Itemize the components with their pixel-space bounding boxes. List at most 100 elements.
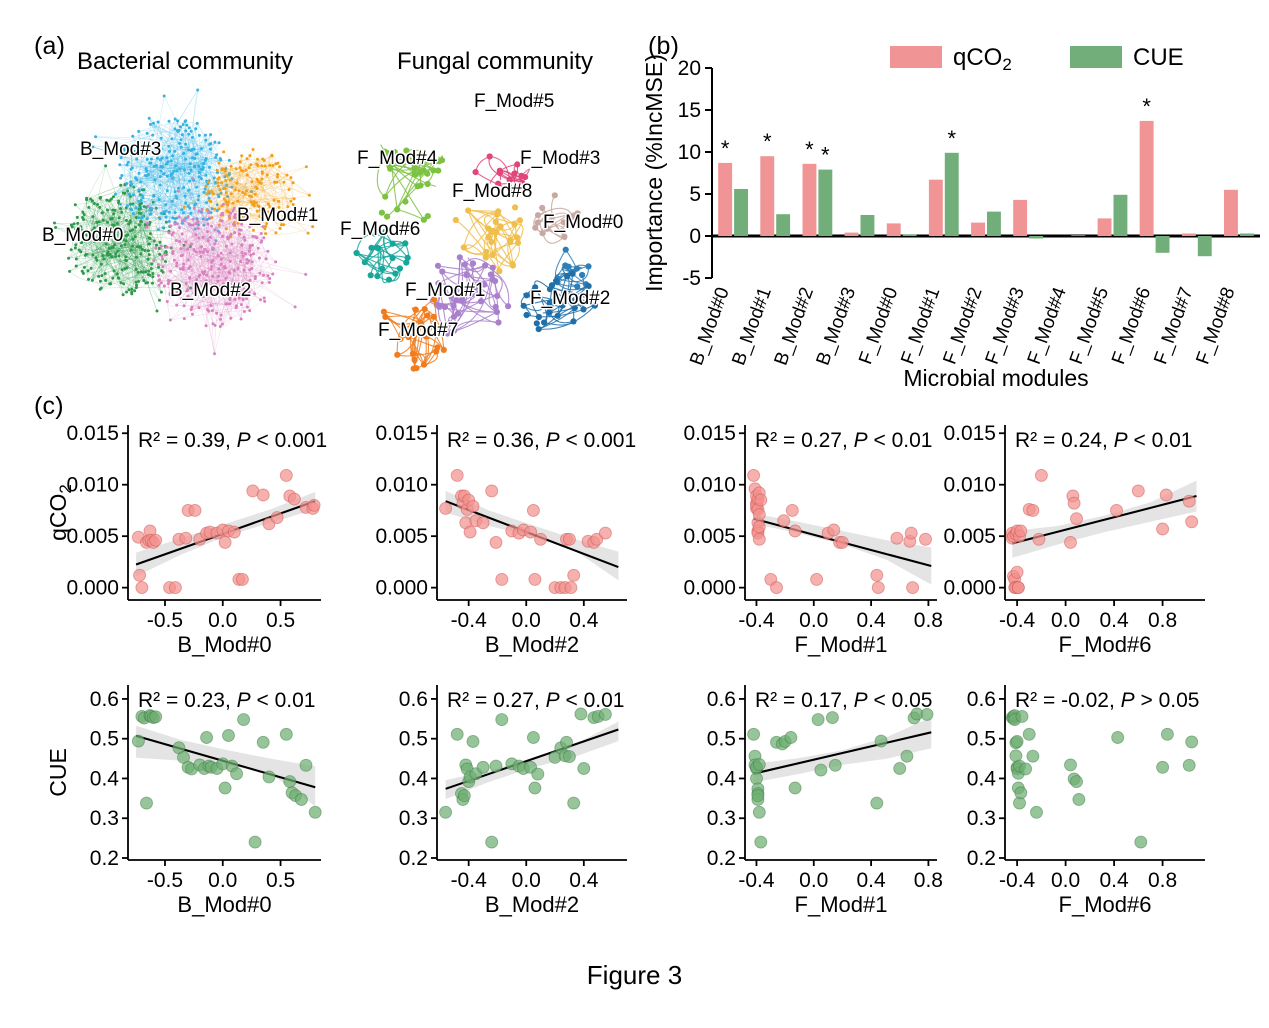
- scatter-qco2-fmod6: 0.000 0.005 0.010 0.015 -0.4 0.0 0.4 0.8 R² = 0.…: [943, 422, 1205, 657]
- scatter-y-tick: 0.005: [66, 525, 119, 548]
- data-point: [307, 498, 321, 512]
- data-point: [1032, 532, 1046, 546]
- data-point: [135, 581, 149, 595]
- data-point: [752, 520, 766, 534]
- data-point: [524, 525, 538, 539]
- data-point: [1131, 484, 1145, 498]
- scatter-x-tick: -0.5: [147, 609, 183, 632]
- data-point: [1160, 727, 1174, 741]
- svg-text:B_Mod#1: B_Mod#1: [728, 285, 776, 369]
- bar-x-tick: B_Mod#1: [728, 285, 776, 369]
- data-point: [752, 532, 766, 546]
- network-label-F_Mod#6: F_Mod#6: [340, 219, 421, 240]
- scatter-y-tick: 0.3: [399, 807, 428, 830]
- data-point: [906, 581, 920, 595]
- legend-swatch-qco2: [890, 46, 942, 68]
- scatter-x-tick: 0.8: [1148, 609, 1177, 632]
- scatter-x-tick: -0.4: [999, 609, 1036, 632]
- bar-qco2-B_Mod#1: [760, 156, 775, 236]
- data-point: [308, 805, 322, 819]
- data-point: [567, 568, 581, 582]
- data-point: [531, 767, 545, 781]
- scatter-y-tick: 0.005: [943, 525, 996, 548]
- data-point: [1026, 503, 1040, 517]
- data-point: [149, 710, 163, 724]
- scatter-qco2-bmod2: 0.000 0.005 0.010 0.015 -0.4 0.0 0.4 R² = 0.36,…: [375, 422, 636, 657]
- scatter-x-tick: 0.0: [208, 869, 237, 892]
- bar-cue-B_Mod#1: [776, 214, 791, 236]
- scatter-cue-bmod2: 0.2 0.3 0.4 0.5 0.6 -0.4 0.0 0.4 R² = 0.27, P < …: [399, 685, 627, 917]
- data-point: [893, 762, 907, 775]
- bar-cue-F_Mod#0: [902, 234, 917, 236]
- bar-x-tick: F_Mod#4: [1024, 284, 1071, 367]
- data-point: [777, 514, 791, 528]
- data-point: [463, 525, 477, 539]
- data-point: [567, 796, 581, 810]
- scatter-points: [131, 709, 322, 849]
- data-point: [439, 501, 453, 515]
- bar-legend: qCO2 CUE: [890, 44, 1184, 74]
- scatter-x-tick: -0.4: [451, 869, 488, 892]
- bar-qco2-F_Mod#7: [1181, 233, 1196, 236]
- data-point: [218, 781, 232, 795]
- data-point: [200, 731, 214, 744]
- bar-qco2-F_Mod#1: [928, 179, 943, 236]
- scatter-x-tick: -0.4: [738, 869, 775, 892]
- data-point: [528, 781, 542, 795]
- scatter-y-tick: 0.5: [90, 728, 119, 751]
- data-point: [1159, 488, 1173, 502]
- data-point: [237, 713, 251, 727]
- data-point: [466, 499, 480, 513]
- significance-star: *: [948, 126, 957, 151]
- svg-text:F_Mod#1: F_Mod#1: [897, 285, 944, 368]
- bar-cue-F_Mod#4: [1071, 235, 1086, 236]
- data-point: [788, 781, 802, 795]
- bar-y-tick: 10: [678, 141, 701, 164]
- data-point: [1134, 835, 1148, 849]
- data-point: [1019, 762, 1033, 776]
- bar-cue-B_Mod#0: [734, 189, 748, 236]
- confidence-band: [753, 717, 932, 783]
- bar-qco2-F_Mod#2: [971, 222, 985, 236]
- data-point: [262, 770, 276, 784]
- bar-x-tick: F_Mod#0: [855, 285, 902, 368]
- scatter-x-label: B_Mod#0: [177, 892, 271, 917]
- data-point: [871, 581, 885, 595]
- stat-annotation: R² = 0.23, P < 0.01: [138, 689, 315, 712]
- scatter-cue-fmod6: 0.2 0.3 0.4 0.5 0.6 -0.4 0.0 0.4 0.8 R² = -0.02, …: [967, 685, 1205, 917]
- network-label-F_Mod#1: F_Mod#1: [405, 280, 486, 301]
- scatter-x-tick: 0.0: [512, 609, 541, 632]
- scatter-y-tick: 0.3: [967, 807, 996, 830]
- scatter-x-tick: 0.5: [266, 609, 295, 632]
- network-label-B_Mod#3: B_Mod#3: [80, 139, 162, 160]
- data-point: [476, 760, 490, 774]
- scatter-y-tick: 0.010: [943, 474, 996, 497]
- data-point: [828, 758, 842, 772]
- scatter-y-tick: 0.015: [66, 422, 119, 445]
- data-point: [1064, 758, 1077, 772]
- data-point: [747, 468, 761, 482]
- scatter-x-tick: 0.8: [1148, 869, 1177, 892]
- data-point: [1034, 468, 1048, 482]
- scatter-y-tick: 0.4: [967, 767, 997, 790]
- svg-text:F_Mod#6: F_Mod#6: [1108, 285, 1155, 368]
- data-point: [140, 796, 153, 810]
- data-point: [526, 731, 540, 744]
- bar-y-tick: 15: [678, 99, 701, 122]
- scatter-x-tick: -0.5: [147, 869, 183, 892]
- data-point: [485, 484, 499, 498]
- scatter-x-tick: 0.4: [569, 609, 599, 632]
- data-point: [814, 763, 828, 777]
- scatter-qco2-bmod0: 0.000 0.005 0.010 0.015 -0.5 0.0 0.5 R² = 0.39,…: [45, 422, 327, 657]
- data-point: [131, 734, 145, 748]
- scatter-x-tick: 0.0: [208, 609, 237, 632]
- svg-text:B_Mod#3: B_Mod#3: [813, 285, 861, 369]
- data-point: [485, 835, 499, 849]
- bar-qco2-F_Mod#5: [1097, 218, 1112, 236]
- data-point: [188, 503, 202, 517]
- data-point: [168, 581, 182, 595]
- data-point: [299, 758, 313, 772]
- data-point: [747, 727, 761, 741]
- fungal-network-title: Fungal community: [396, 48, 594, 75]
- panel-b-label: (b): [648, 32, 680, 60]
